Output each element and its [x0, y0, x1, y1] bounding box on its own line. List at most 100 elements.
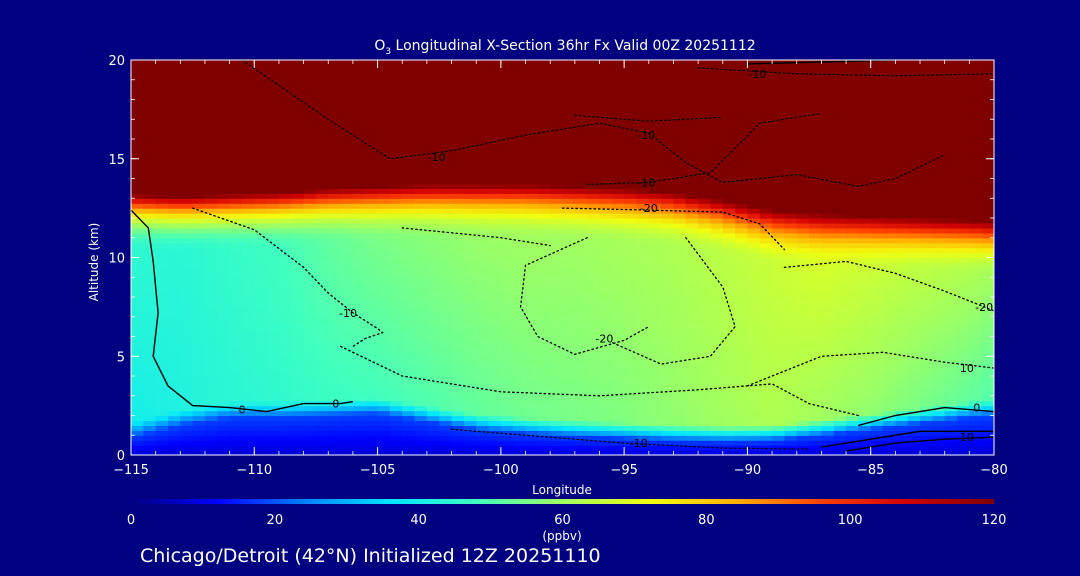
ozone-cell: [796, 173, 810, 180]
ozone-cell: [759, 390, 773, 397]
ozone-cell: [661, 445, 675, 451]
ozone-cell: [192, 287, 206, 293]
ozone-cell: [735, 129, 749, 135]
ozone-cell: [254, 139, 268, 145]
ozone-cell: [858, 148, 872, 155]
ozone-cell: [192, 356, 206, 362]
ozone-cell: [476, 331, 490, 338]
ozone-cell: [513, 252, 527, 259]
ozone-cell: [846, 252, 859, 259]
ozone-cell: [870, 74, 884, 81]
ozone-cell: [562, 178, 576, 185]
ozone-cell: [488, 450, 502, 455]
ozone-cell: [377, 168, 391, 175]
ozone-cell: [809, 242, 822, 249]
ozone-cell: [291, 89, 305, 96]
ozone-cell: [858, 124, 872, 130]
ozone-cell: [488, 306, 502, 313]
ozone-cell: [821, 134, 835, 140]
ozone-cell: [500, 292, 514, 298]
ozone-cell: [155, 114, 169, 120]
ozone-cell: [291, 237, 305, 244]
ozone-cell: [624, 69, 638, 76]
ozone-cell: [500, 390, 514, 397]
ozone-cell: [389, 148, 403, 155]
ozone-cell: [574, 188, 588, 194]
ozone-cell: [204, 311, 218, 318]
ozone-cell: [278, 114, 292, 120]
ozone-cell: [204, 425, 218, 431]
ozone-cell: [784, 69, 798, 76]
ozone-cell: [722, 415, 736, 422]
ozone-cell: [426, 208, 440, 214]
ozone-cell: [513, 143, 527, 150]
ozone-cell: [439, 252, 453, 259]
ozone-cell: [192, 405, 206, 412]
ozone-cell: [217, 395, 231, 402]
ozone-cell: [759, 445, 773, 451]
ozone-cell: [525, 158, 539, 165]
ozone-cell: [500, 257, 514, 264]
ozone-cell: [759, 435, 773, 441]
ozone-cell: [476, 272, 490, 278]
ozone-cell: [673, 114, 687, 120]
ozone-cell: [883, 173, 896, 180]
ozone-cell: [328, 99, 342, 106]
ozone-cell: [463, 430, 477, 436]
ozone-cell: [328, 306, 342, 313]
ozone-cell: [574, 74, 588, 81]
ozone-cell: [796, 385, 810, 392]
ozone-cell: [377, 188, 391, 194]
ozone-cell: [365, 203, 379, 209]
ozone-cell: [155, 262, 169, 268]
ozone-cell: [291, 227, 305, 234]
ozone-cell: [513, 292, 527, 298]
ozone-cell: [414, 203, 428, 209]
ozone-cell: [414, 158, 428, 165]
ozone-cell: [858, 277, 872, 283]
ozone-cell: [192, 129, 206, 135]
ozone-cell: [426, 94, 440, 101]
ozone-cell: [574, 336, 588, 343]
ozone-cell: [155, 124, 169, 130]
ozone-cell: [784, 74, 798, 81]
ozone-cell: [254, 272, 268, 278]
ozone-cell: [747, 94, 761, 101]
ozone-cell: [513, 198, 527, 204]
chart-title: O3 Longitudinal X-Section 36hr Fx Valid …: [374, 38, 755, 57]
ozone-cell: [155, 410, 169, 417]
ozone-cell: [488, 227, 502, 234]
ozone-cell: [759, 163, 773, 170]
ozone-cell: [414, 139, 428, 145]
ozone-cell: [291, 292, 305, 298]
ozone-cell: [735, 158, 749, 165]
ozone-cell: [710, 84, 724, 91]
ozone-cell: [759, 272, 773, 278]
ozone-cell: [846, 405, 859, 412]
ozone-cell: [513, 69, 527, 76]
ozone-cell: [611, 435, 625, 441]
ozone-cell: [266, 148, 280, 155]
ozone-cell: [278, 410, 292, 417]
ozone-cell: [377, 124, 391, 130]
ozone-cell: [587, 420, 601, 426]
ozone-cell: [426, 341, 440, 347]
ozone-cell: [500, 173, 514, 180]
ozone-cell: [772, 227, 786, 234]
ozone-cell: [155, 390, 169, 397]
ozone-cell: [414, 114, 428, 120]
ozone-cell: [426, 109, 440, 115]
ozone-cell: [710, 331, 724, 338]
ozone-cell: [352, 346, 366, 352]
ozone-cell: [648, 297, 662, 303]
ozone-cell: [500, 134, 514, 140]
ozone-cell: [167, 242, 181, 249]
ozone-cell: [809, 376, 822, 382]
ozone-cell: [278, 311, 292, 318]
ozone-cell: [143, 143, 157, 150]
ozone-cell: [587, 321, 601, 328]
ozone-cell: [772, 292, 786, 298]
ozone-cell: [217, 321, 231, 328]
ozone-cell: [685, 301, 699, 308]
ozone-cell: [180, 143, 194, 150]
